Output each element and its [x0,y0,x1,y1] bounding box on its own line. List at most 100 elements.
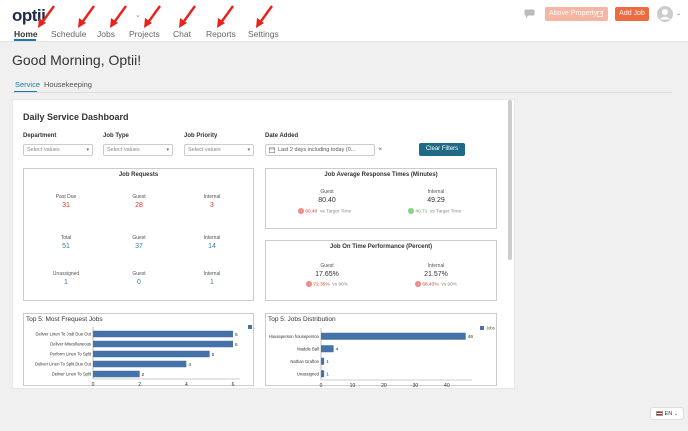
bar[interactable] [321,345,334,353]
bar[interactable] [321,332,466,340]
category-label: Unassigned [297,371,320,376]
response-internal-value: 49.29 [427,197,445,204]
bar[interactable] [321,370,325,378]
response-guest-label: Guest [320,189,334,195]
bar[interactable] [93,370,140,378]
past-due-value[interactable]: 31 [62,202,70,209]
service-dashboard-panel: Daily Service Dashboard Department Selec… [12,99,515,389]
ontime-internal-value: 21.57% [424,271,448,278]
job-type-select[interactable]: Select values ▾ [103,144,173,156]
category-label: Deliver Linen To Split [52,372,92,377]
add-job-button[interactable]: Add Job [615,7,649,21]
annotation-arrow-icon [256,5,273,28]
category-label: Deliver Miscellaneous [50,342,91,347]
ontime-internal-delta: 68.43% [422,282,439,288]
data-label: 1 [326,372,329,378]
bar[interactable] [321,357,325,365]
department-label: Department [23,133,57,139]
optii-logo[interactable]: optii [12,6,46,25]
tick-label: 30 [413,383,419,387]
department-select[interactable]: Select values ▾ [23,144,93,156]
data-label: 6 [235,332,238,338]
tick-label: 6 [232,382,235,387]
job-requests-title: Job Requests [118,172,159,178]
past-due-internal-label: Internal [203,194,221,200]
tab-service[interactable]: Service [15,80,41,89]
unassigned-guest-label: Guest [132,271,146,277]
unassigned-internal-value[interactable]: 1 [210,279,214,286]
data-label: 2 [142,372,145,378]
data-label: 46 [468,334,474,340]
nav-jobs[interactable]: Jobs [97,29,115,39]
total-guest-label: Guest [132,235,146,241]
tick-label: 10 [350,383,356,387]
category-label: Maddie Ball [297,346,319,351]
ontime-guest-value: 17.65% [315,271,339,278]
chart-title: Top 5: Jobs Distribution [268,316,336,323]
unassigned-guest-value[interactable]: 0 [137,279,141,286]
past-due-guest-value[interactable]: 28 [135,202,143,209]
response-guest-delta: 60.40 [305,209,318,215]
legend-label: Jobs [486,325,495,330]
job-priority-select[interactable]: Select values ▾ [184,144,254,156]
dashboard-title: Daily Service Dashboard [23,112,129,122]
total-value[interactable]: 51 [62,243,70,250]
nav-projects[interactable]: Projects [129,29,160,39]
jobs-distribution-chart: Houseperson houseperson 46 Maddie Ball 4 Nat… [269,325,495,387]
avatar[interactable] [657,6,673,22]
tick-label: 0 [320,383,323,387]
above-property-button[interactable]: Above Property [545,7,608,21]
chart-title: Top 5: Most Frequest Jobs [26,316,103,323]
total-guest-value[interactable]: 37 [135,243,143,250]
bar[interactable] [93,330,233,338]
bar[interactable] [93,340,233,348]
active-nav-indicator [14,39,36,41]
category-label: Perform Linen To Split [50,352,92,357]
arrow-down-icon: ↓ [306,281,312,287]
tab-housekeeping[interactable]: Housekeeping [44,80,92,89]
arrow-down-icon: ↓ [408,208,414,214]
unassigned-value[interactable]: 1 [64,279,68,286]
tick-label: 20 [381,383,387,387]
response-internal-label: Internal [427,189,445,195]
bar[interactable] [93,360,187,368]
category-label: Deliver Linen To Jodi Due Out [35,332,91,337]
date-added-picker[interactable]: Last 2 days including today (0... × [265,144,382,156]
total-label: Total [60,235,72,241]
data-label: 4 [188,362,191,368]
annotation-arrow-icon [144,5,161,28]
chevron-down-icon: ▾ [86,147,89,153]
jobs-distribution-card: Top 5: Jobs Distribution Houseperson hou… [265,313,497,387]
chat-icon[interactable] [524,9,535,18]
category-label: Deliver Linen To Split Due Out [35,362,92,367]
tick-label: 4 [185,382,188,387]
language-selector[interactable]: EN ⌄ [650,407,684,420]
total-internal-value[interactable]: 14 [208,243,216,250]
response-internal-delta: 40.71 [415,209,428,215]
chevron-down-icon: ▾ [166,147,169,153]
nav-chat[interactable]: Chat [173,29,191,39]
nav-schedule[interactable]: Schedule [51,29,87,39]
job-type-label: Job Type [103,133,129,139]
above-property-label: Above Property [549,10,598,17]
chevron-down-icon[interactable]: ⌄ [135,12,141,19]
nav-home[interactable]: Home [14,29,38,39]
chevron-down-icon[interactable]: ⌄ [676,11,682,17]
flag-icon [656,411,663,417]
scrollbar[interactable] [508,100,512,260]
bar[interactable] [93,350,210,358]
active-tab-indicator [14,91,37,92]
date-added-label: Date Added [265,133,299,139]
data-label: 1 [326,359,329,365]
ontime-guest-delta: 72.35% [313,282,330,288]
legend-swatch [480,326,484,330]
past-due-internal-value[interactable]: 3 [210,202,214,209]
nav-reports[interactable]: Reports [206,29,236,39]
total-internal-label: Internal [203,235,221,241]
external-link-icon [597,10,604,17]
annotation-arrow-icon [217,5,234,28]
nav-settings[interactable]: Settings [248,29,279,39]
chevron-down-icon: ⌄ [673,411,678,417]
clear-filters-button[interactable]: Clear Filters [419,143,465,156]
clear-date-icon[interactable]: × [378,147,382,153]
